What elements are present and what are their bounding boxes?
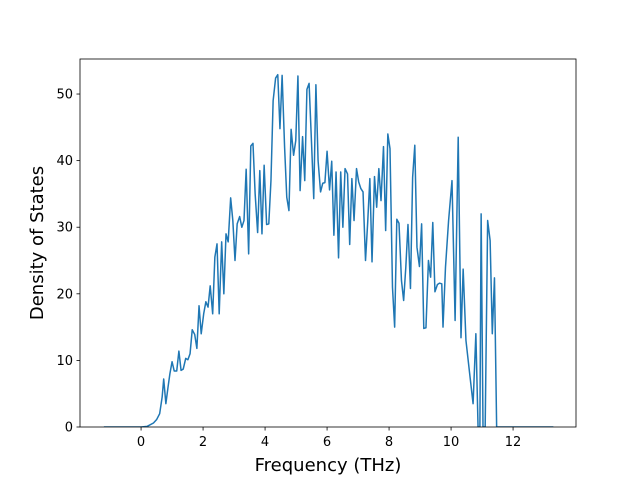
y-tick-label: 40: [56, 154, 73, 169]
y-tick-label: 50: [56, 88, 73, 103]
plot-area: [103, 73, 554, 427]
x-tick-label: 6: [323, 435, 331, 450]
y-tick-label: 10: [56, 354, 73, 369]
x-tick-label: 10: [443, 435, 460, 450]
x-tick-label: 12: [505, 435, 522, 450]
x-tick-label: 2: [199, 435, 207, 450]
line-series: [103, 73, 554, 427]
axes-frame: [79, 58, 577, 428]
x-tick-label: 0: [137, 435, 145, 450]
y-tick-label: 20: [56, 287, 73, 302]
x-tick-label: 4: [261, 435, 269, 450]
y-tick-label: 0: [65, 421, 73, 436]
y-tick-label: 30: [56, 221, 73, 236]
y-axis-label: Density of States: [27, 166, 48, 320]
x-tick-label: 8: [385, 435, 393, 450]
x-axis-label: Frequency (THz): [255, 455, 402, 476]
